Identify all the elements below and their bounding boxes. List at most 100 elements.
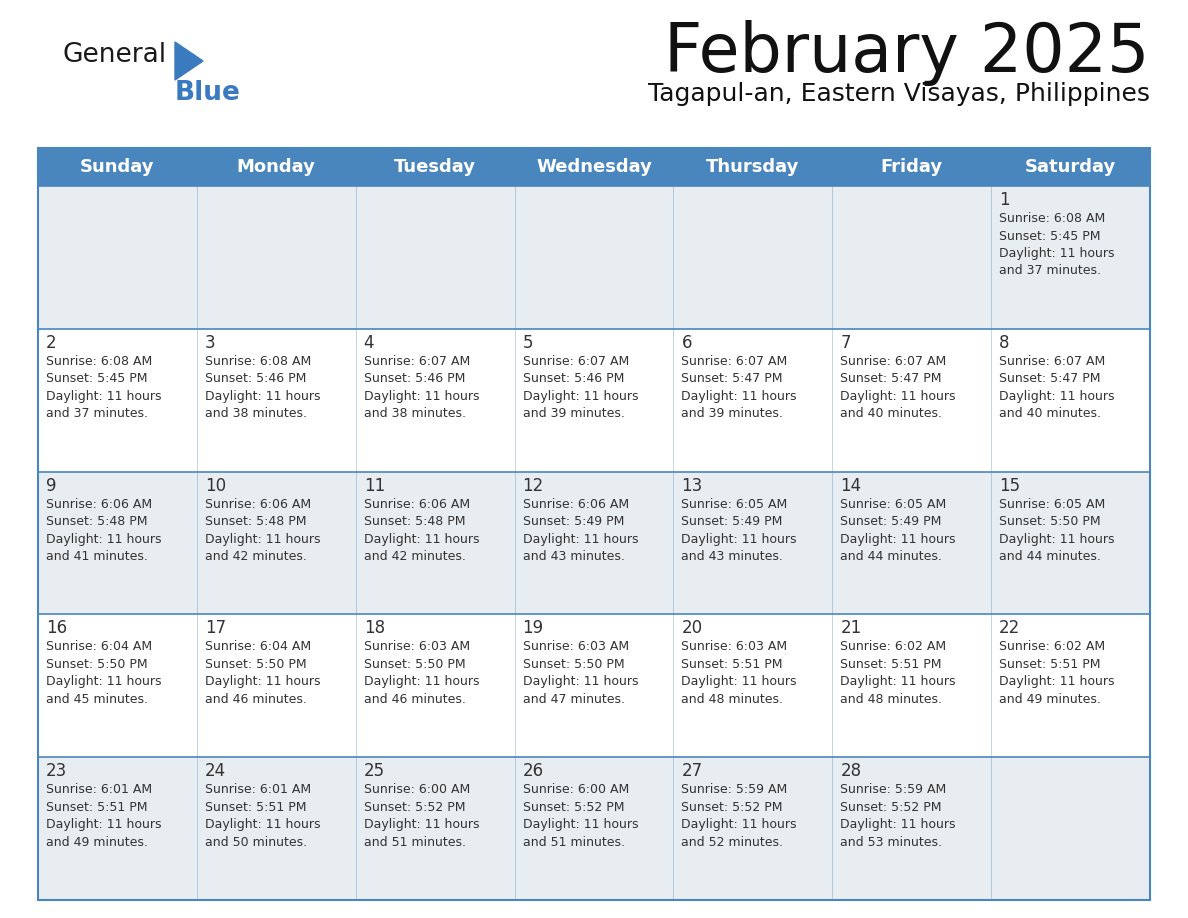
Text: Monday: Monday [236, 158, 316, 176]
Text: 28: 28 [840, 762, 861, 780]
Text: Daylight: 11 hours: Daylight: 11 hours [46, 390, 162, 403]
Text: General: General [62, 42, 166, 68]
Text: Daylight: 11 hours: Daylight: 11 hours [364, 532, 479, 545]
Text: Sunrise: 6:01 AM: Sunrise: 6:01 AM [46, 783, 152, 796]
Text: Daylight: 11 hours: Daylight: 11 hours [364, 818, 479, 831]
Text: Daylight: 11 hours: Daylight: 11 hours [840, 532, 956, 545]
Text: Sunrise: 6:00 AM: Sunrise: 6:00 AM [364, 783, 470, 796]
Text: Sunset: 5:48 PM: Sunset: 5:48 PM [204, 515, 307, 528]
Text: and 50 minutes.: and 50 minutes. [204, 835, 307, 849]
Text: Sunset: 5:52 PM: Sunset: 5:52 PM [840, 800, 942, 813]
Text: and 53 minutes.: and 53 minutes. [840, 835, 942, 849]
Text: Sunset: 5:46 PM: Sunset: 5:46 PM [523, 373, 624, 386]
Text: Daylight: 11 hours: Daylight: 11 hours [840, 676, 956, 688]
Bar [833, 329, 991, 472]
Text: Sunset: 5:49 PM: Sunset: 5:49 PM [682, 515, 783, 528]
Text: 20: 20 [682, 620, 702, 637]
Bar [38, 186, 197, 329]
Text: Sunrise: 6:06 AM: Sunrise: 6:06 AM [46, 498, 152, 510]
Bar [514, 614, 674, 757]
Text: Sunset: 5:49 PM: Sunset: 5:49 PM [523, 515, 624, 528]
Text: Sunset: 5:45 PM: Sunset: 5:45 PM [46, 373, 147, 386]
Bar [833, 614, 991, 757]
Text: Daylight: 11 hours: Daylight: 11 hours [204, 676, 321, 688]
Bar [38, 614, 197, 757]
Bar [355, 472, 514, 614]
Text: 2: 2 [46, 334, 57, 352]
Text: Sunrise: 6:06 AM: Sunrise: 6:06 AM [204, 498, 311, 510]
Text: Daylight: 11 hours: Daylight: 11 hours [840, 818, 956, 831]
Text: Sunset: 5:47 PM: Sunset: 5:47 PM [999, 373, 1100, 386]
Text: 7: 7 [840, 334, 851, 352]
Text: Daylight: 11 hours: Daylight: 11 hours [682, 818, 797, 831]
Text: Sunset: 5:51 PM: Sunset: 5:51 PM [682, 658, 783, 671]
Text: and 40 minutes.: and 40 minutes. [840, 408, 942, 420]
Text: Sunset: 5:46 PM: Sunset: 5:46 PM [204, 373, 307, 386]
Text: 16: 16 [46, 620, 68, 637]
Text: Sunrise: 6:05 AM: Sunrise: 6:05 AM [682, 498, 788, 510]
Text: Sunrise: 6:06 AM: Sunrise: 6:06 AM [364, 498, 469, 510]
Bar [991, 614, 1150, 757]
Text: Sunset: 5:52 PM: Sunset: 5:52 PM [364, 800, 466, 813]
Text: and 38 minutes.: and 38 minutes. [204, 408, 307, 420]
Text: 23: 23 [46, 762, 68, 780]
Bar [355, 186, 514, 329]
Text: 27: 27 [682, 762, 702, 780]
Text: and 46 minutes.: and 46 minutes. [364, 693, 466, 706]
Text: and 42 minutes.: and 42 minutes. [364, 550, 466, 563]
Text: Sunrise: 6:05 AM: Sunrise: 6:05 AM [999, 498, 1105, 510]
Bar [197, 329, 355, 472]
Bar [674, 329, 833, 472]
Text: Sunset: 5:48 PM: Sunset: 5:48 PM [46, 515, 147, 528]
Bar [991, 757, 1150, 900]
Text: and 47 minutes.: and 47 minutes. [523, 693, 625, 706]
Bar [197, 186, 355, 329]
Text: Sunrise: 6:04 AM: Sunrise: 6:04 AM [46, 641, 152, 654]
Text: Tuesday: Tuesday [394, 158, 476, 176]
Text: Daylight: 11 hours: Daylight: 11 hours [999, 676, 1114, 688]
Text: Sunset: 5:48 PM: Sunset: 5:48 PM [364, 515, 466, 528]
Bar [38, 757, 197, 900]
Bar [674, 614, 833, 757]
Text: Daylight: 11 hours: Daylight: 11 hours [523, 818, 638, 831]
Text: Sunrise: 6:05 AM: Sunrise: 6:05 AM [840, 498, 947, 510]
Text: and 45 minutes.: and 45 minutes. [46, 693, 148, 706]
Text: and 51 minutes.: and 51 minutes. [523, 835, 625, 849]
Text: Friday: Friday [880, 158, 943, 176]
Text: Daylight: 11 hours: Daylight: 11 hours [682, 532, 797, 545]
Text: and 49 minutes.: and 49 minutes. [999, 693, 1101, 706]
Text: and 46 minutes.: and 46 minutes. [204, 693, 307, 706]
Text: Daylight: 11 hours: Daylight: 11 hours [204, 818, 321, 831]
Text: Daylight: 11 hours: Daylight: 11 hours [682, 676, 797, 688]
Bar [514, 757, 674, 900]
Text: Daylight: 11 hours: Daylight: 11 hours [46, 676, 162, 688]
Text: Daylight: 11 hours: Daylight: 11 hours [523, 390, 638, 403]
Text: and 52 minutes.: and 52 minutes. [682, 835, 783, 849]
Bar [514, 186, 674, 329]
Text: and 48 minutes.: and 48 minutes. [840, 693, 942, 706]
Text: and 40 minutes.: and 40 minutes. [999, 408, 1101, 420]
Text: Sunset: 5:50 PM: Sunset: 5:50 PM [523, 658, 624, 671]
Bar [38, 472, 197, 614]
Text: and 37 minutes.: and 37 minutes. [46, 408, 148, 420]
Text: Saturday: Saturday [1025, 158, 1117, 176]
Polygon shape [175, 42, 203, 80]
Text: 5: 5 [523, 334, 533, 352]
Text: Sunrise: 6:08 AM: Sunrise: 6:08 AM [204, 354, 311, 368]
Text: Sunrise: 6:04 AM: Sunrise: 6:04 AM [204, 641, 311, 654]
Text: 9: 9 [46, 476, 57, 495]
Bar [991, 472, 1150, 614]
Text: Sunrise: 5:59 AM: Sunrise: 5:59 AM [840, 783, 947, 796]
Bar [197, 757, 355, 900]
Bar [514, 329, 674, 472]
Text: 22: 22 [999, 620, 1020, 637]
Bar [355, 329, 514, 472]
Text: Sunset: 5:49 PM: Sunset: 5:49 PM [840, 515, 942, 528]
Bar [833, 757, 991, 900]
Bar [991, 329, 1150, 472]
Text: and 48 minutes.: and 48 minutes. [682, 693, 783, 706]
Text: 25: 25 [364, 762, 385, 780]
Text: and 41 minutes.: and 41 minutes. [46, 550, 147, 563]
Text: Sunrise: 6:02 AM: Sunrise: 6:02 AM [999, 641, 1105, 654]
Text: Sunset: 5:47 PM: Sunset: 5:47 PM [682, 373, 783, 386]
